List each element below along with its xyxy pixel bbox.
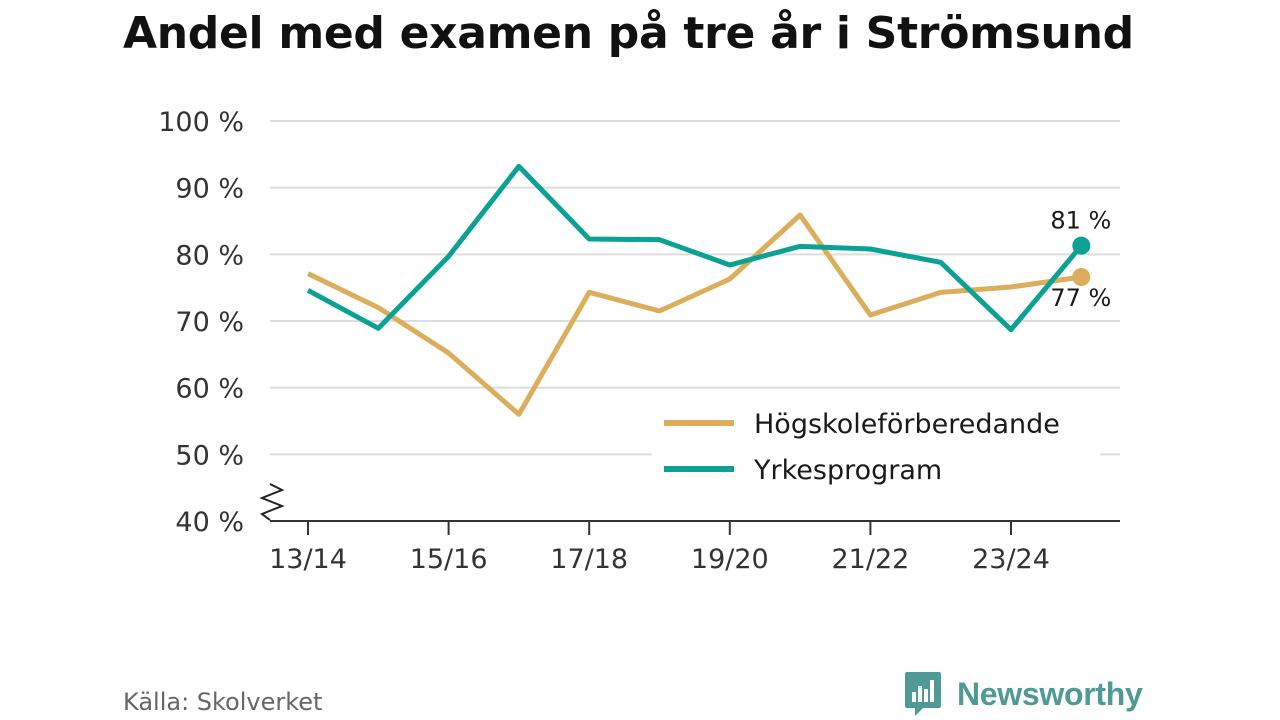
series-line-yrkesprogram [306,163,1084,333]
series-line-hogskoleforberedande [306,212,1082,417]
y-tick-label: 70 % [175,307,244,338]
x-tick-label: 19/20 [691,544,769,575]
brand-name: Newsworthy [957,675,1143,712]
end-value-label: 77 % [1050,284,1111,312]
end-markers: 77 % 81 % [1050,207,1111,312]
y-axis: 40 % 50 % 60 % 70 % 80 % 90 % 100 % [158,107,244,538]
legend-label: Högskoleförberedande [754,409,1060,440]
chart-title: Andel med examen på tre år i Strömsund [123,8,1134,59]
axis-break-icon [259,483,285,521]
legend: Högskoleförberedande Yrkesprogram [652,398,1100,494]
legend-background [652,398,1100,494]
y-tick-label: 80 % [175,240,244,271]
y-tick-label: 100 % [158,107,244,138]
x-tick-label: 23/24 [972,544,1050,575]
legend-label: Yrkesprogram [753,455,942,486]
y-tick-label: 40 % [175,507,244,538]
y-tick-label: 50 % [175,440,244,471]
end-value-label: 81 % [1050,207,1111,235]
y-tick-label: 90 % [175,174,244,205]
source-note: Källa: Skolverket [123,688,323,716]
x-axis: 13/14 15/16 17/18 19/20 21/22 23/24 [259,483,1120,575]
x-tick-label: 13/14 [269,544,347,575]
y-tick-label: 60 % [175,374,244,405]
newsworthy-logo-icon [905,672,941,716]
x-tick-label: 15/16 [410,544,488,575]
series-lines [306,163,1084,417]
x-tick-label: 17/18 [550,544,628,575]
end-point-marker [1072,268,1091,286]
end-point-marker [1072,236,1091,255]
brand-logo: Newsworthy [903,670,1143,718]
x-tick-label: 21/22 [831,544,909,575]
